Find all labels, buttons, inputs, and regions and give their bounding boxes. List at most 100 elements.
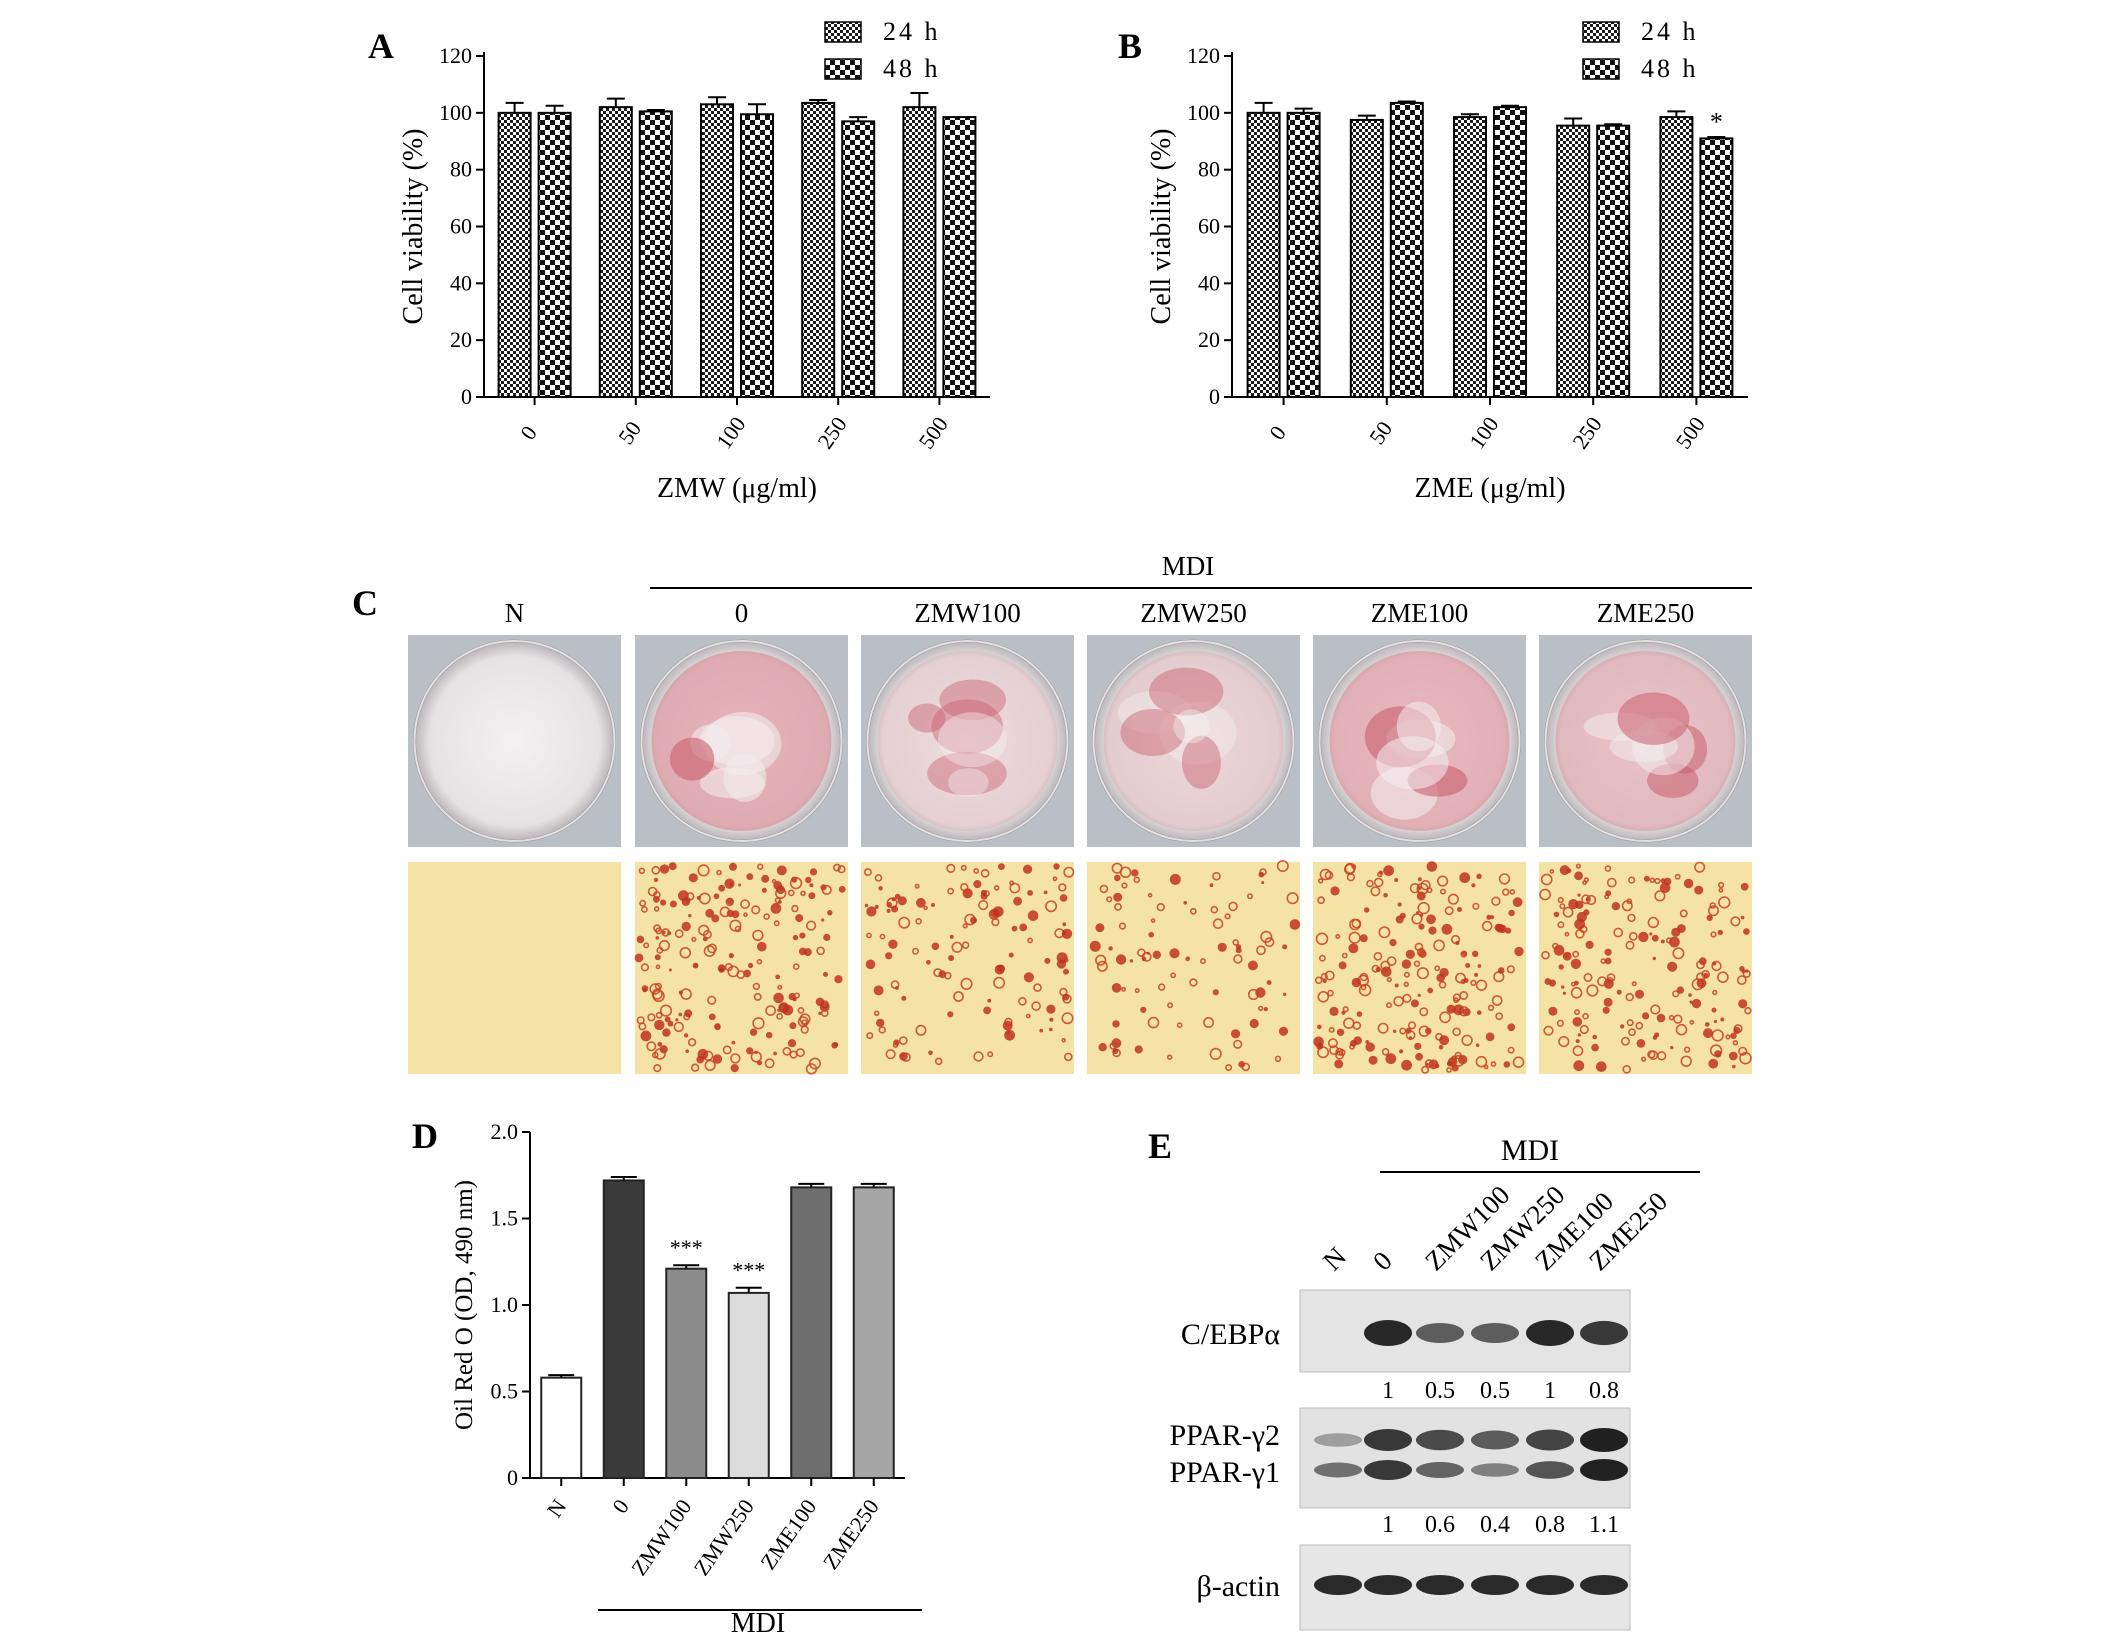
lipid-droplet — [1027, 910, 1039, 921]
lipid-droplet — [1559, 865, 1570, 876]
lipid-droplet — [1475, 1055, 1488, 1068]
x-tick-label: 500 — [914, 412, 953, 453]
lipid-droplet — [1672, 947, 1685, 960]
lipid-droplet — [1602, 1006, 1610, 1014]
lipid-droplet — [1365, 1040, 1370, 1044]
lipid-droplet — [731, 910, 740, 919]
lipid-droplet — [659, 864, 670, 874]
lipid-droplet — [1395, 915, 1404, 924]
lipid-droplet — [1570, 958, 1582, 969]
bar — [727, 1291, 770, 1480]
y-axis-title: Cell viability (%) — [1146, 129, 1177, 325]
lipid-droplet — [707, 943, 717, 954]
lipid-droplet — [1368, 1055, 1378, 1065]
lipid-droplet — [1708, 1058, 1719, 1069]
y-tick-label: 80 — [450, 157, 472, 182]
band-ppar-g2 — [1580, 1428, 1628, 1452]
lipid-droplet — [638, 1022, 647, 1031]
lipid-droplet — [1121, 986, 1127, 992]
lipid-droplet — [657, 1041, 663, 1047]
lipid-droplet — [1679, 909, 1688, 918]
lipid-droplet — [1002, 1020, 1013, 1031]
lipid-droplet — [1011, 925, 1018, 932]
lipid-droplet — [973, 868, 980, 874]
y-tick-label: 1.0 — [491, 1292, 519, 1317]
lipid-droplet — [1063, 866, 1075, 878]
x-tick-label: 500 — [1671, 412, 1710, 453]
lipid-droplet — [746, 873, 754, 881]
lipid-droplet — [1317, 1024, 1322, 1030]
lipid-droplet — [1507, 1046, 1515, 1054]
lipid-droplet — [1266, 980, 1272, 985]
lipid-droplet — [1558, 964, 1564, 970]
lipid-droplet — [1512, 1056, 1525, 1068]
lipid-droplet — [698, 924, 710, 936]
lipid-droplet — [1710, 931, 1717, 938]
lipid-droplet — [1167, 1002, 1174, 1009]
lipid-droplet — [1660, 939, 1665, 944]
lipid-droplet — [791, 904, 799, 913]
lipid-droplet — [789, 876, 803, 890]
lipid-droplet — [809, 883, 814, 888]
lipid-droplet — [1688, 993, 1692, 997]
lipid-droplet — [990, 908, 1000, 919]
lipid-droplet — [1717, 881, 1725, 889]
significance-marker: *** — [732, 1258, 765, 1283]
lipid-droplet — [1613, 927, 1624, 938]
lipid-droplet — [1744, 1006, 1752, 1015]
lipid-droplet — [678, 890, 689, 902]
row-label-actin: β-actin — [1196, 1570, 1280, 1603]
lipid-droplet — [1575, 928, 1585, 939]
lipid-droplet — [1592, 1034, 1597, 1040]
lipid-droplet — [1169, 873, 1181, 885]
lipid-droplet — [809, 868, 818, 876]
lipid-droplet — [1351, 918, 1362, 929]
lipid-droplet — [655, 936, 660, 940]
lipid-droplet — [1635, 1021, 1644, 1030]
lipid-droplet — [654, 1048, 666, 1060]
y-tick-label: 40 — [1198, 270, 1220, 295]
lipid-droplet — [1426, 861, 1438, 872]
lipid-droplet — [1046, 1004, 1056, 1014]
lipid-droplet — [1405, 1030, 1416, 1041]
lipid-droplet — [837, 865, 846, 874]
lipid-droplet — [1255, 987, 1266, 998]
lipid-droplet — [691, 936, 697, 942]
lipid-droplet — [1170, 972, 1177, 979]
x-tick-label: 50 — [613, 417, 646, 449]
plate-column: 0 — [634, 598, 848, 1075]
lipid-droplet — [1558, 1035, 1570, 1048]
lipid-droplet — [1706, 914, 1713, 922]
stain-patch — [1376, 736, 1449, 790]
significance-marker: *** — [670, 1235, 703, 1260]
lipid-droplet — [722, 1045, 732, 1055]
lipid-droplet — [1134, 1045, 1143, 1054]
lipid-droplet — [1258, 871, 1265, 878]
y-tick-label: 0 — [1209, 384, 1220, 409]
y-axis-title: Cell viability (%) — [398, 129, 429, 325]
lipid-droplet — [1212, 989, 1219, 996]
lipid-droplet — [1424, 1059, 1434, 1068]
stain-patch — [669, 737, 715, 781]
bar — [790, 1186, 833, 1479]
y-tick-label: 80 — [1198, 157, 1220, 182]
lipid-droplet — [1418, 886, 1422, 890]
lipid-droplet — [1061, 928, 1073, 939]
lipid-droplet — [1596, 1061, 1607, 1072]
lipid-droplet — [1740, 882, 1749, 891]
lipid-droplet — [668, 862, 677, 871]
lipid-droplet — [898, 916, 911, 929]
lipid-droplet — [885, 952, 893, 960]
lipid-droplet — [1415, 1052, 1423, 1061]
lipid-droplet — [864, 903, 869, 908]
lipid-droplet — [1235, 944, 1242, 950]
lipid-droplet — [730, 1064, 739, 1073]
lipid-droplet — [1119, 866, 1132, 879]
lipid-droplet — [1399, 1049, 1404, 1054]
lipid-droplet — [891, 897, 896, 902]
lipid-droplet — [1257, 1005, 1264, 1012]
lipid-droplet — [1711, 1007, 1717, 1013]
lipid-droplet — [1583, 972, 1593, 982]
lipid-droplet — [1597, 976, 1608, 987]
lipid-droplet — [1733, 1026, 1741, 1034]
